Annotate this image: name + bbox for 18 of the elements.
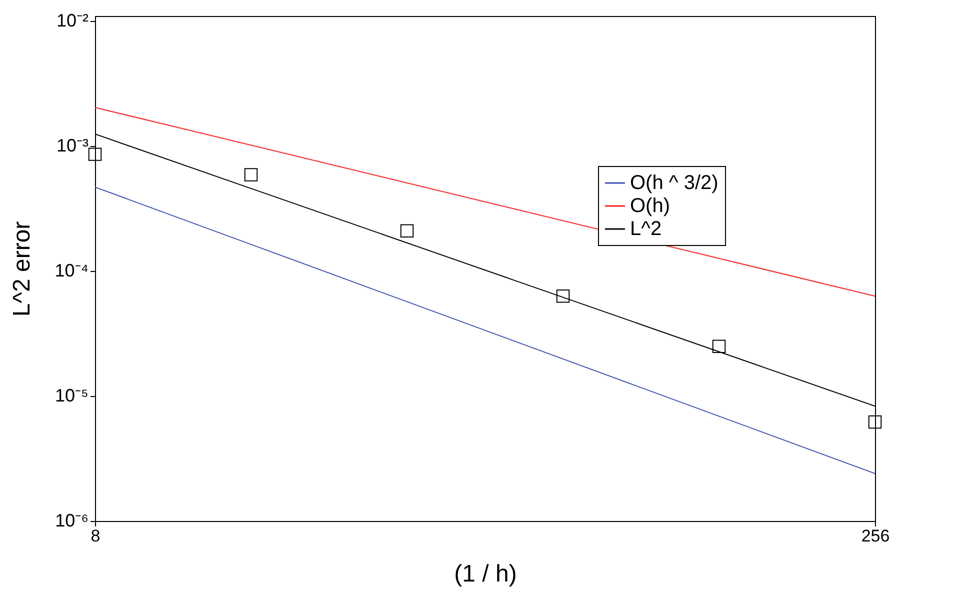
- y-tick-label: 10⁻⁴: [54, 260, 88, 281]
- point: [400, 224, 414, 238]
- y-tick-label: 10⁻²: [56, 10, 89, 31]
- x-tick-label: 8: [90, 526, 100, 546]
- point: [712, 340, 726, 353]
- legend-label: O(h): [630, 195, 670, 217]
- x-axis-title: (1 / h): [454, 560, 517, 588]
- x-tick-label: 256: [861, 526, 890, 546]
- y-tick-label: 10⁻⁶: [55, 510, 88, 530]
- point: [244, 168, 258, 182]
- point: [868, 415, 882, 429]
- legend-label: L^2: [630, 218, 662, 240]
- y-axis-title: L^2 error: [8, 221, 36, 317]
- point: [556, 290, 570, 303]
- y-tick-label: 10⁻³: [56, 136, 89, 156]
- point: [88, 148, 102, 161]
- legend-label: O(h ^ 3/2): [630, 172, 718, 194]
- y-tick-label: 10⁻⁵: [55, 386, 88, 406]
